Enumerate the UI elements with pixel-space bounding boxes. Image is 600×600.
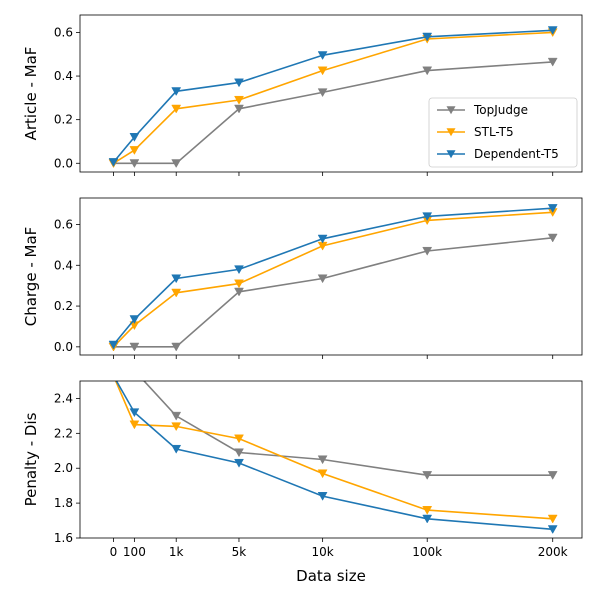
data-point <box>108 340 119 350</box>
data-point <box>129 159 140 169</box>
data-point <box>317 492 328 501</box>
data-point <box>129 315 140 325</box>
data-point <box>171 87 182 97</box>
legend-label: TopJudge <box>473 103 528 117</box>
legend-label: Dependent-T5 <box>474 147 559 161</box>
data-point <box>129 146 140 155</box>
legend-marker <box>446 106 456 115</box>
y-tick-label: 0.6 <box>54 218 73 232</box>
series-line <box>115 381 553 531</box>
x-tick-label: 0 <box>110 545 118 559</box>
x-axis-label: Data size <box>296 567 366 585</box>
legend-frame <box>428 97 578 168</box>
x-tick-label: 200k <box>538 545 568 559</box>
axes-frame <box>79 380 583 539</box>
data-point <box>234 279 244 289</box>
y-tick-label: 0.0 <box>54 156 73 170</box>
data-point <box>317 66 328 76</box>
y-tick-label: 1.8 <box>54 496 73 510</box>
data-point <box>234 104 244 114</box>
data-point <box>547 233 558 243</box>
axes-frame <box>79 14 583 173</box>
data-point <box>109 372 118 380</box>
panel-2: 0.0 0.2 0.4 0.6 Charge - MaF <box>22 197 583 359</box>
data-point <box>171 274 182 284</box>
y-tick-label: 1.6 <box>54 531 73 545</box>
data-point <box>129 133 140 142</box>
y-axis-label: Charge - MaF <box>22 227 40 327</box>
plot-area <box>108 26 558 169</box>
y-tick-label: 0.4 <box>54 258 73 272</box>
legend: TopJudge STL-T5 Dependent-T5 <box>428 97 578 168</box>
data-point <box>171 104 182 114</box>
x-tick-label: 10k <box>312 545 334 559</box>
data-point <box>547 471 558 480</box>
data-point <box>171 444 182 454</box>
data-point <box>234 434 244 444</box>
legend-label: STL-T5 <box>474 125 514 139</box>
y-axis-label: Article - MaF <box>22 47 40 141</box>
data-point <box>422 246 433 256</box>
y-tick-label: 0.0 <box>54 340 73 354</box>
data-point <box>171 422 182 432</box>
data-point <box>130 367 139 375</box>
data-point <box>109 372 118 380</box>
y-tick-label: 0.2 <box>54 299 73 313</box>
data-point <box>171 342 182 352</box>
y-tick-label: 0.4 <box>54 69 73 83</box>
data-point <box>171 288 182 298</box>
data-point <box>317 51 328 61</box>
data-point <box>317 274 328 284</box>
data-point <box>422 212 433 222</box>
panel-1: 0.0 0.2 0.4 0.6 Article - MaF TopJudge STL-T5 D… <box>22 14 583 176</box>
data-point <box>317 469 328 479</box>
data-point <box>547 204 558 213</box>
data-point <box>547 57 558 67</box>
data-point <box>422 506 433 515</box>
data-point <box>234 265 244 275</box>
x-tick-label: 5k <box>232 545 247 559</box>
legend-marker <box>446 150 456 159</box>
data-point <box>317 455 328 465</box>
y-tick-label: 2.2 <box>54 426 73 440</box>
data-point <box>129 342 140 352</box>
x-tick-label: 1k <box>169 545 184 559</box>
data-point <box>234 95 244 105</box>
series-line <box>142 381 553 477</box>
panel-3: 1.6 1.8 2.0 2.2 2.4 0 100 1k 5k 10k 100k 200k Penalt… <box>22 367 583 559</box>
data-point <box>234 458 244 468</box>
y-tick-label: 0.2 <box>54 113 73 127</box>
data-point <box>422 66 433 76</box>
y-tick-label: 2.0 <box>54 461 73 475</box>
data-point <box>317 88 328 98</box>
y-axis-label: Penalty - Dis <box>22 412 40 506</box>
data-point <box>234 448 244 458</box>
data-point <box>129 408 140 418</box>
series-line <box>112 211 553 348</box>
data-point <box>317 234 328 244</box>
plot-area <box>108 204 558 352</box>
axes-frame <box>79 197 583 356</box>
data-point <box>422 514 433 524</box>
data-point <box>129 420 140 430</box>
data-point <box>234 78 244 88</box>
x-tick-label: 100 <box>123 545 146 559</box>
data-point <box>547 514 558 524</box>
data-point <box>108 158 119 167</box>
x-tick-label: 100k <box>412 545 442 559</box>
data-point <box>171 411 182 421</box>
legend-marker <box>446 128 456 137</box>
y-tick-label: 2.4 <box>54 391 73 405</box>
data-point <box>422 32 433 42</box>
plot-area <box>109 367 558 535</box>
y-tick-label: 0.6 <box>54 25 73 39</box>
data-point <box>547 525 558 535</box>
data-point <box>422 471 433 480</box>
data-point <box>171 159 182 169</box>
data-point <box>547 26 558 36</box>
